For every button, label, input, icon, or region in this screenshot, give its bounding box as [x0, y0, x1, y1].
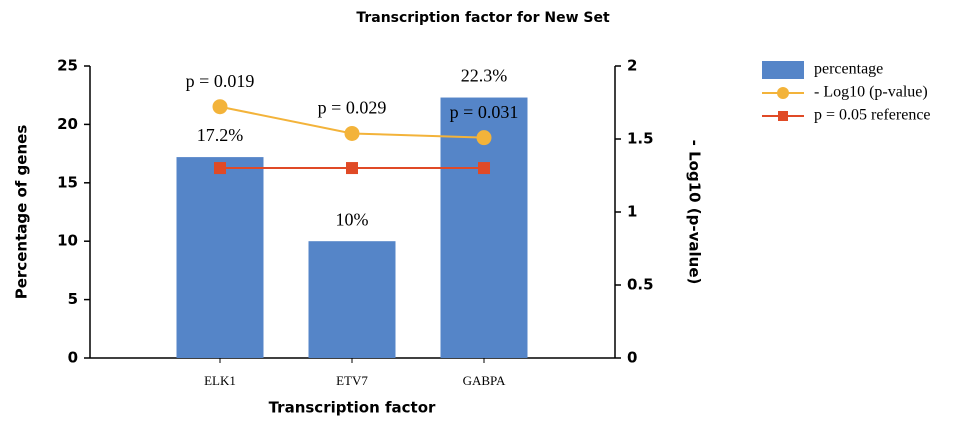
y2-tick-label: 1.5	[627, 130, 654, 148]
legend-label: - Log10 (p-value)	[814, 84, 928, 101]
y2-tick-label: 0.5	[627, 276, 654, 294]
y-tick-label: 15	[57, 173, 78, 191]
x-tick-label: GABPA	[463, 373, 506, 388]
y2-tick-label: 1	[627, 203, 637, 221]
y2-axis-title: - Log10 (p-value)	[686, 140, 704, 285]
marker	[344, 125, 360, 141]
legend-marker	[778, 111, 788, 121]
bar-value-label: 17.2%	[197, 125, 244, 145]
marker	[212, 99, 228, 115]
y2-tick-label: 0	[627, 349, 637, 367]
y2-tick-label: 2	[627, 57, 637, 75]
y-tick-label: 25	[57, 57, 78, 75]
marker	[478, 162, 490, 175]
y-axis-title: Percentage of genes	[13, 125, 31, 300]
bar	[308, 241, 396, 358]
x-axis-title: Transcription factor	[269, 399, 436, 417]
x-tick-label: ELK1	[204, 373, 236, 388]
legend-marker	[777, 87, 789, 99]
legend-swatch	[762, 61, 804, 79]
x-tick-label: ETV7	[336, 373, 368, 388]
marker	[346, 162, 358, 175]
chart-title: Transcription factor for New Set	[356, 10, 610, 26]
marker	[214, 162, 226, 175]
y-tick-label: 0	[68, 349, 78, 367]
legend-label: percentage	[814, 61, 883, 78]
bar	[176, 157, 264, 358]
bar-value-label: 10%	[336, 209, 369, 229]
y-tick-label: 5	[68, 290, 78, 308]
marker	[476, 130, 492, 146]
point-value-label: p = 0.031	[450, 102, 519, 122]
bar-value-label: 22.3%	[461, 66, 508, 86]
point-value-label: p = 0.019	[186, 71, 255, 91]
point-value-label: p = 0.029	[318, 98, 387, 118]
y-tick-label: 10	[57, 232, 78, 250]
legend-label: p = 0.05 reference	[814, 107, 931, 124]
y-tick-label: 20	[57, 115, 78, 133]
